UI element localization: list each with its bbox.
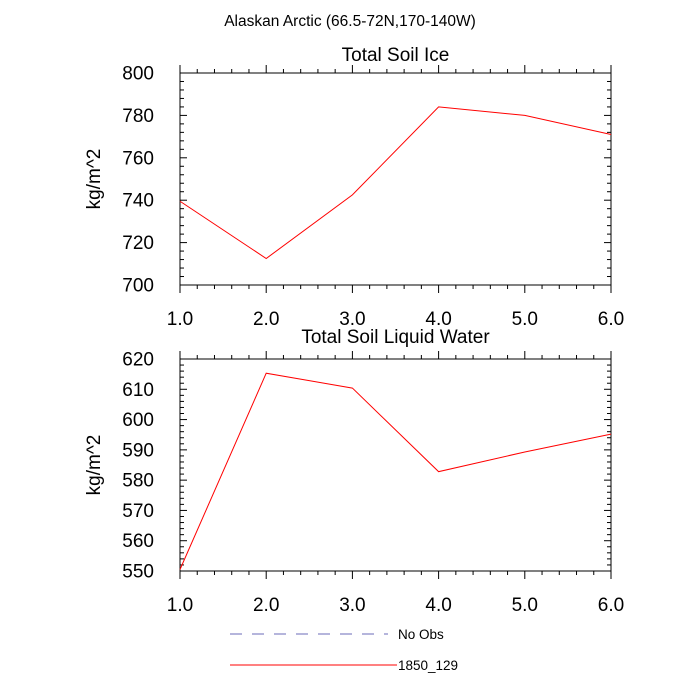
y-tick-label: 800 (122, 64, 154, 85)
x-tick-label: 3.0 (339, 309, 365, 330)
x-tick-label: 2.0 (253, 595, 279, 616)
x-tick-label: 5.0 (512, 595, 538, 616)
y-tick-label: 550 (122, 562, 154, 583)
panel-title: Total Soil Ice (342, 45, 450, 66)
y-tick-label: 720 (122, 233, 154, 254)
legend-label-no-obs: No Obs (398, 627, 444, 642)
y-tick-label: 760 (122, 148, 154, 169)
x-tick-label: 1.0 (167, 309, 193, 330)
y-tick-label: 560 (122, 531, 154, 552)
y-tick-label: 600 (122, 410, 154, 431)
plot-frame (179, 358, 612, 572)
soil-liquid-water-panel: Total Soil Liquid Water kg/m^2 550 560 570 58… (84, 327, 624, 616)
legend: No Obs 1850_129 (230, 627, 458, 673)
x-tick-label: 2.0 (253, 309, 279, 330)
x-tick-label: 1.0 (167, 595, 193, 616)
y-axis-label: kg/m^2 (84, 435, 105, 496)
x-tick-label: 4.0 (425, 595, 451, 616)
x-tick-label: 6.0 (598, 595, 624, 616)
x-tick-label: 3.0 (339, 595, 365, 616)
y-tick-label: 580 (122, 471, 154, 492)
series-line-1850-129 (179, 106, 612, 260)
figure-suptitle: Alaskan Arctic (66.5-72N,170-140W) (224, 13, 476, 30)
plot-frame (179, 72, 612, 286)
y-tick-label: 700 (122, 276, 154, 297)
series-line-1850-129 (179, 372, 612, 570)
y-tick-label: 620 (122, 350, 154, 371)
y-tick-label: 610 (122, 380, 154, 401)
x-tick-label: 6.0 (598, 309, 624, 330)
panel-title: Total Soil Liquid Water (301, 327, 490, 348)
y-axis-label: kg/m^2 (84, 149, 105, 210)
y-tick-label: 570 (122, 501, 154, 522)
soil-ice-panel: Total Soil Ice kg/m^2 700 720 740 760 780 800 1.… (84, 45, 624, 330)
x-tick-label: 4.0 (425, 309, 451, 330)
y-tick-label: 780 (122, 106, 154, 127)
y-tick-label: 590 (122, 440, 154, 461)
legend-label-1850-129: 1850_129 (398, 658, 458, 673)
y-tick-label: 740 (122, 191, 154, 212)
x-tick-label: 5.0 (512, 309, 538, 330)
